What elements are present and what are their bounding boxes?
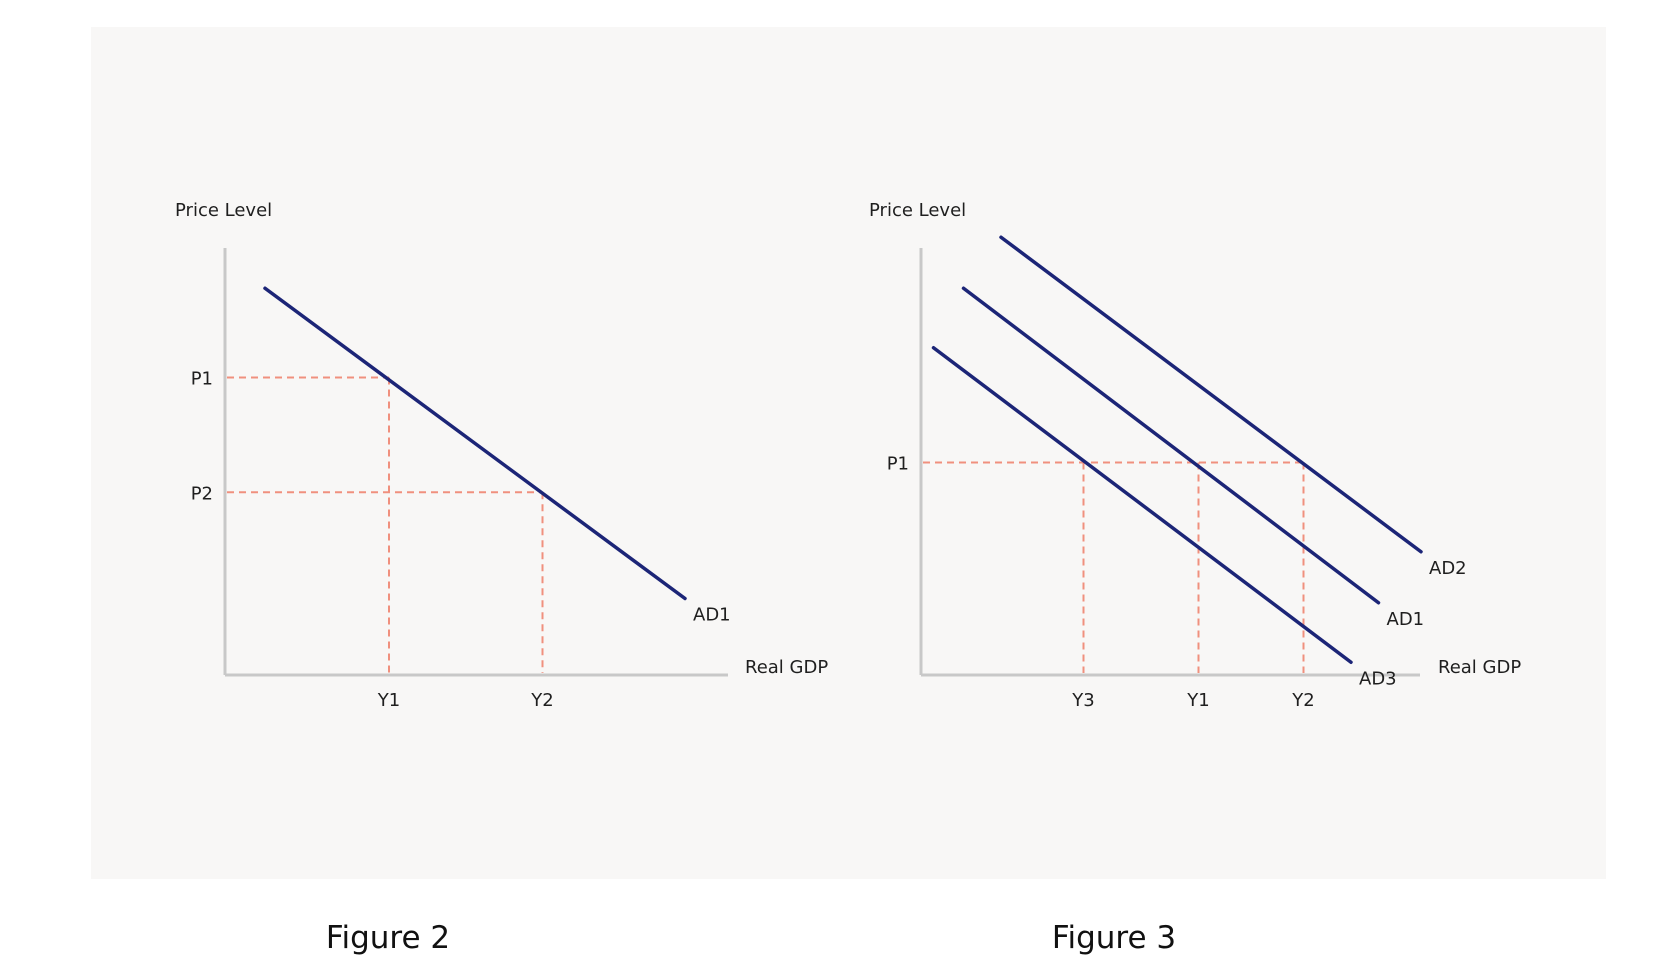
chart-background-panel	[91, 27, 1606, 879]
y-axis-label: Price Level	[175, 200, 272, 221]
figure-2-caption: Figure 2	[325, 920, 451, 956]
demand-curve-ad3	[931, 346, 1353, 664]
x-tick-label: Y2	[530, 690, 553, 711]
demand-curve-ad2	[999, 235, 1423, 554]
curve-label-ad2: AD2	[1429, 558, 1467, 579]
x-axis-label: Real GDP	[745, 657, 828, 678]
x-tick-label: Y2	[1291, 690, 1314, 711]
x-axis-label: Real GDP	[1438, 657, 1521, 678]
y-tick-label: P1	[887, 454, 909, 475]
y-tick-label: P1	[191, 369, 213, 390]
y-axis-label: Price Level	[869, 200, 966, 221]
demand-curve-ad1	[263, 286, 687, 601]
figure-2-chart: Price Level Real GDP AD1 Y1 Y2 P1 P2	[175, 200, 828, 711]
x-tick-label: Y1	[377, 690, 400, 711]
x-tick-label: Y1	[1186, 690, 1209, 711]
curve-label-ad3: AD3	[1359, 668, 1397, 689]
figure-3-caption: Figure 3	[1051, 920, 1177, 956]
demand-curve-ad1	[961, 286, 1381, 605]
curve-label-ad1: AD1	[1387, 609, 1425, 630]
y-tick-label: P2	[191, 483, 213, 504]
x-tick-label: Y3	[1071, 690, 1094, 711]
figure-3-chart: Price Level Real GDP AD2 AD1 AD3 Y3 Y1 Y2 P1	[869, 200, 1521, 711]
curve-label-ad1: AD1	[693, 605, 731, 626]
